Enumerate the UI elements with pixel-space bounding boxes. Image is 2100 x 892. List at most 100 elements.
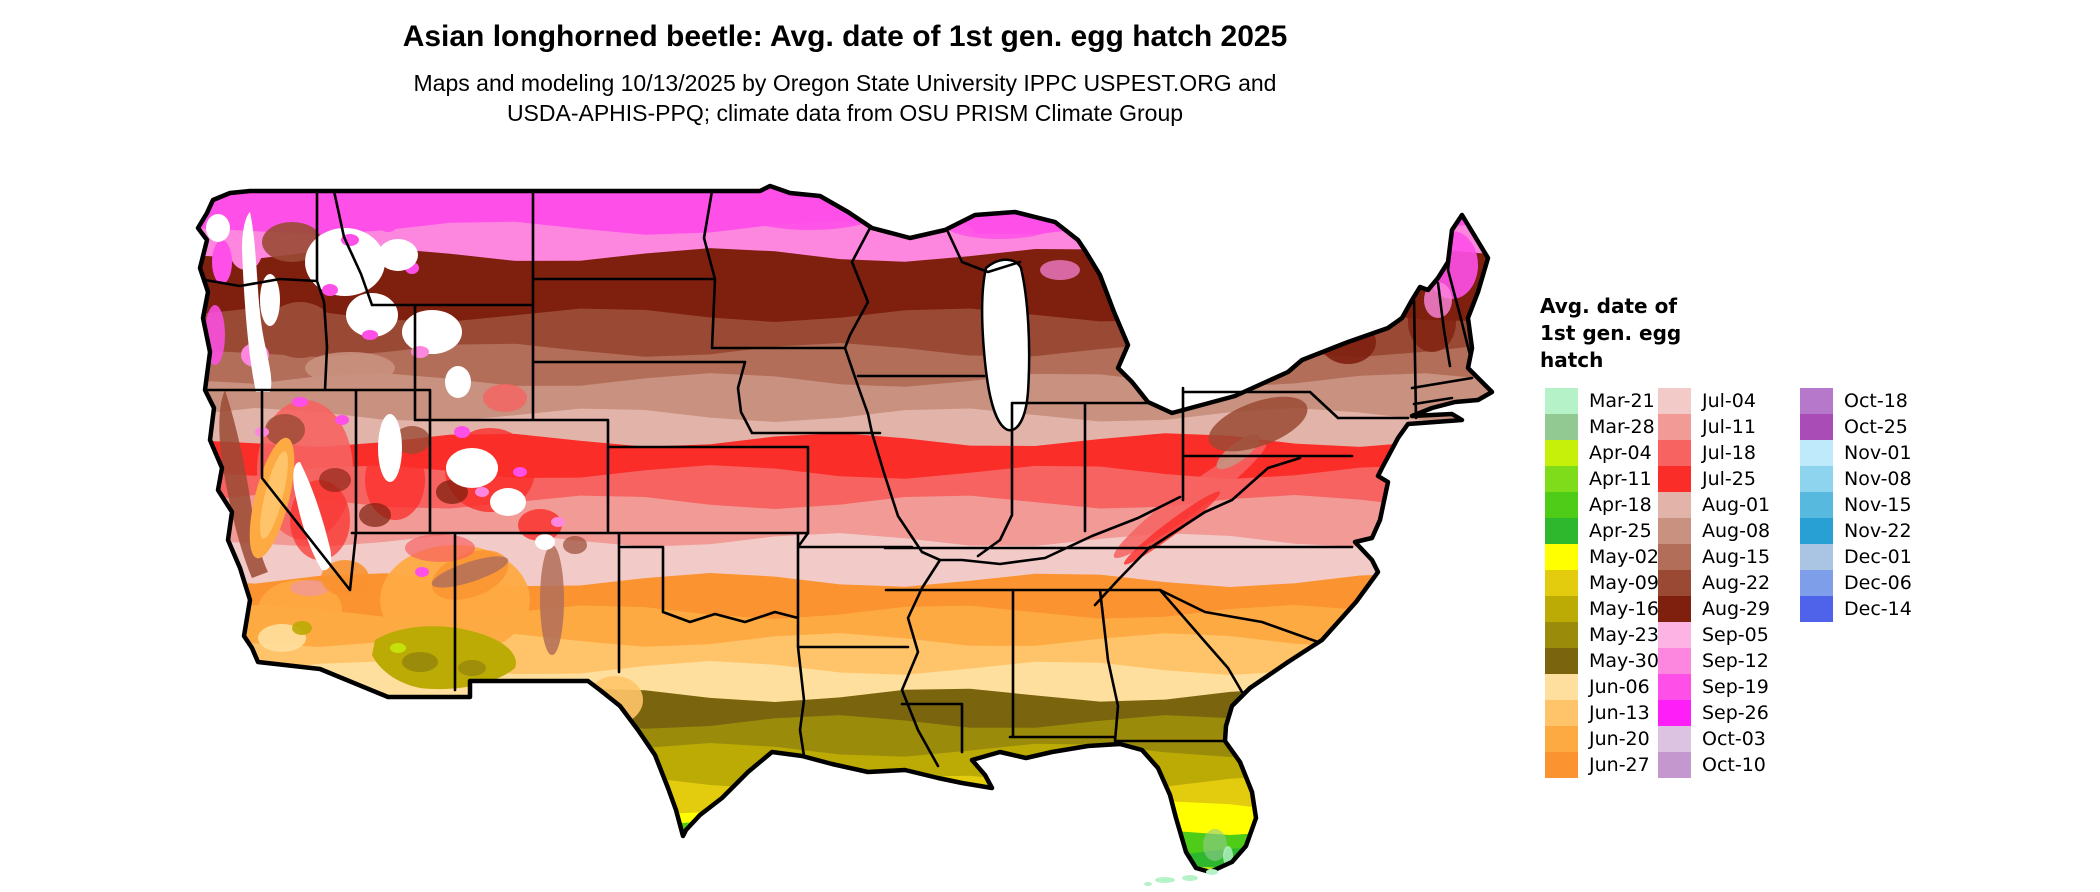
state-borders bbox=[203, 189, 1474, 768]
legend-swatch bbox=[1545, 518, 1578, 544]
legend-label: Nov-08 bbox=[1844, 468, 1912, 490]
nevada-brown-patch-1 bbox=[265, 414, 305, 446]
legend-label: Jun-06 bbox=[1589, 676, 1650, 698]
north-michigan-pink bbox=[1040, 260, 1080, 280]
legend-label: Sep-12 bbox=[1702, 650, 1769, 672]
legend-swatch bbox=[1800, 440, 1833, 466]
legend-label: May-09 bbox=[1589, 572, 1659, 594]
legend-label: Aug-29 bbox=[1702, 598, 1771, 620]
legend-entry: May-02 bbox=[1545, 544, 1659, 570]
legend-swatch bbox=[1545, 414, 1578, 440]
legend-swatch bbox=[1800, 518, 1833, 544]
new-mexico-brown-spot bbox=[563, 536, 587, 554]
legend-swatch bbox=[1658, 674, 1691, 700]
legend-label: May-30 bbox=[1589, 650, 1659, 672]
legend-entry: Mar-28 bbox=[1545, 414, 1659, 440]
legend-swatch bbox=[1800, 596, 1833, 622]
legend-entry: Aug-08 bbox=[1658, 518, 1770, 544]
band-apr04 bbox=[198, 865, 1492, 872]
legend-swatch bbox=[1545, 596, 1578, 622]
legend-entry: Jul-18 bbox=[1658, 440, 1770, 466]
pennsylvania-brown-patch bbox=[1208, 396, 1308, 452]
legend-entry: Aug-29 bbox=[1658, 596, 1770, 622]
legend-entry: Aug-22 bbox=[1658, 570, 1770, 596]
legend-swatch bbox=[1800, 466, 1833, 492]
legend-label: Sep-19 bbox=[1702, 676, 1769, 698]
smokies-red-streak bbox=[1123, 491, 1221, 565]
legend-swatch bbox=[1658, 570, 1691, 596]
white-mountain-patches bbox=[206, 212, 555, 571]
legend-swatch bbox=[1800, 492, 1833, 518]
legend-label: Nov-15 bbox=[1844, 494, 1912, 516]
legend-entry: Nov-01 bbox=[1800, 440, 1912, 466]
legend-entry: Jun-06 bbox=[1545, 674, 1659, 700]
legend-swatch bbox=[1658, 648, 1691, 674]
legend-label: Jun-13 bbox=[1589, 702, 1650, 724]
legend-label: Jun-20 bbox=[1589, 728, 1650, 750]
legend-entry: May-09 bbox=[1545, 570, 1659, 596]
legend-entry: Nov-15 bbox=[1800, 492, 1912, 518]
legend-label: Jul-25 bbox=[1702, 468, 1756, 490]
subtitle-line-1: Maps and modeling 10/13/2025 by Oregon S… bbox=[413, 70, 1277, 96]
legend-swatch bbox=[1545, 492, 1578, 518]
arizona-plateau-red bbox=[405, 534, 475, 562]
legend-entry: Oct-25 bbox=[1800, 414, 1912, 440]
legend-swatch bbox=[1800, 414, 1833, 440]
legend-entry: Oct-10 bbox=[1658, 752, 1770, 778]
legend-label: Dec-14 bbox=[1844, 598, 1912, 620]
legend-swatch bbox=[1545, 466, 1578, 492]
legend-label: Oct-10 bbox=[1702, 754, 1766, 776]
south-arizona-olive-1 bbox=[402, 652, 438, 672]
legend-entry: Nov-22 bbox=[1800, 518, 1912, 544]
appalachian-red-streak bbox=[1113, 441, 1267, 559]
legend-label: Jul-18 bbox=[1702, 442, 1756, 464]
legend-entry: Dec-14 bbox=[1800, 596, 1912, 622]
legend-swatch bbox=[1658, 388, 1691, 414]
map-legend: Avg. date of 1st gen. egg hatch Mar-21 Ma… bbox=[1540, 293, 2080, 778]
nevada-brown-patch-2 bbox=[319, 468, 351, 492]
legend-entry: Apr-25 bbox=[1545, 518, 1659, 544]
legend-label: May-23 bbox=[1589, 624, 1659, 646]
legend-label: Nov-22 bbox=[1844, 520, 1912, 542]
legend-entry: Jul-11 bbox=[1658, 414, 1770, 440]
legend-swatch bbox=[1800, 544, 1833, 570]
legend-label: Sep-05 bbox=[1702, 624, 1769, 646]
legend-entry: Sep-05 bbox=[1658, 622, 1770, 648]
legend-entry: Dec-01 bbox=[1800, 544, 1912, 570]
legend-entry: Jun-13 bbox=[1545, 700, 1659, 726]
legend-entry: Aug-01 bbox=[1658, 492, 1770, 518]
lake-michigan bbox=[980, 258, 1031, 432]
legend-entry: Apr-18 bbox=[1545, 492, 1659, 518]
maine-pink-fringe bbox=[1424, 282, 1452, 318]
legend-label: Apr-04 bbox=[1589, 442, 1652, 464]
legend-label: Apr-11 bbox=[1589, 468, 1652, 490]
band-apr25 bbox=[198, 845, 1492, 872]
legend-entry: Aug-15 bbox=[1658, 544, 1770, 570]
legend-label: Sep-26 bbox=[1702, 702, 1769, 724]
legend-swatch bbox=[1800, 388, 1833, 414]
legend-entry: May-30 bbox=[1545, 648, 1659, 674]
florida-keys bbox=[1144, 869, 1218, 886]
legend-column-1: Mar-21 Mar-28 Apr-04 Apr-11 Apr-18 Apr-25 May-… bbox=[1545, 388, 1659, 778]
new-mexico-mountain-streak bbox=[540, 545, 564, 655]
legend-swatch bbox=[1658, 726, 1691, 752]
legend-swatch bbox=[1545, 700, 1578, 726]
legend-entry: Apr-04 bbox=[1545, 440, 1659, 466]
legend-label: Oct-03 bbox=[1702, 728, 1766, 750]
legend-title: Avg. date of 1st gen. egg hatch bbox=[1540, 293, 2080, 374]
legend-label: Jun-27 bbox=[1589, 754, 1650, 776]
legend-swatch bbox=[1545, 674, 1578, 700]
legend-label: Apr-25 bbox=[1589, 520, 1652, 542]
legend-entry: Mar-21 bbox=[1545, 388, 1659, 414]
legend-label: Oct-25 bbox=[1844, 416, 1908, 438]
colorado-brown-patch bbox=[436, 480, 468, 504]
latitude-band-layer bbox=[198, 186, 1492, 872]
legend-entry: May-23 bbox=[1545, 622, 1659, 648]
legend-swatch bbox=[1545, 648, 1578, 674]
legend-label: Aug-22 bbox=[1702, 572, 1771, 594]
legend-swatch bbox=[1545, 388, 1578, 414]
legend-column-2: Jul-04 Jul-11 Jul-18 Jul-25 Aug-01 Aug-08 Aug-… bbox=[1658, 388, 1770, 778]
us-outline bbox=[195, 183, 1495, 875]
